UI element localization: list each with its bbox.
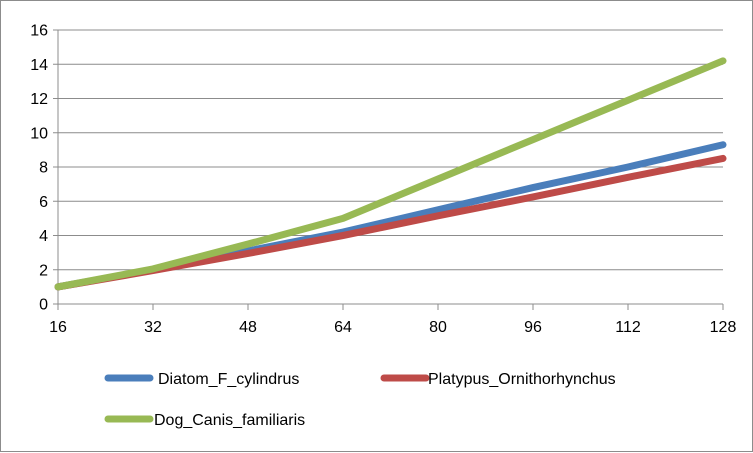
x-tick-label: 96	[524, 319, 542, 336]
legend: Diatom_F_cylindrus Platypus_Ornithorhynch…	[104, 371, 616, 429]
x-tick-label: 48	[239, 319, 257, 336]
series-line-3	[54, 57, 727, 291]
y-tick-label: 8	[39, 160, 48, 177]
series-lines	[54, 57, 727, 291]
gridlines	[58, 29, 723, 271]
legend-label-3: Dog_Canis_familiaris	[154, 412, 305, 429]
axes: 0 2 4 6 8 10 12 14 16 16 32 48 64 80 96 112 128	[30, 23, 736, 337]
y-tick-label: 14	[30, 57, 48, 74]
y-tick-label: 16	[30, 23, 48, 40]
y-tick-label: 12	[30, 91, 48, 108]
x-tick-label: 16	[49, 319, 67, 336]
x-tick-label: 80	[429, 319, 447, 336]
x-tick-label: 128	[710, 319, 737, 336]
x-tick-label: 32	[144, 319, 162, 336]
x-tick-label: 112	[615, 319, 641, 336]
y-tick-label: 4	[39, 228, 48, 245]
y-tick-label: 0	[39, 297, 48, 314]
y-tick-label: 2	[39, 262, 48, 279]
y-tick-label: 6	[39, 194, 48, 211]
y-tick-label: 10	[30, 125, 48, 142]
legend-label-1: Diatom_F_cylindrus	[158, 371, 299, 388]
x-tick-label: 64	[334, 319, 352, 336]
legend-label-2: Platypus_Ornithorhynchus	[428, 371, 616, 388]
